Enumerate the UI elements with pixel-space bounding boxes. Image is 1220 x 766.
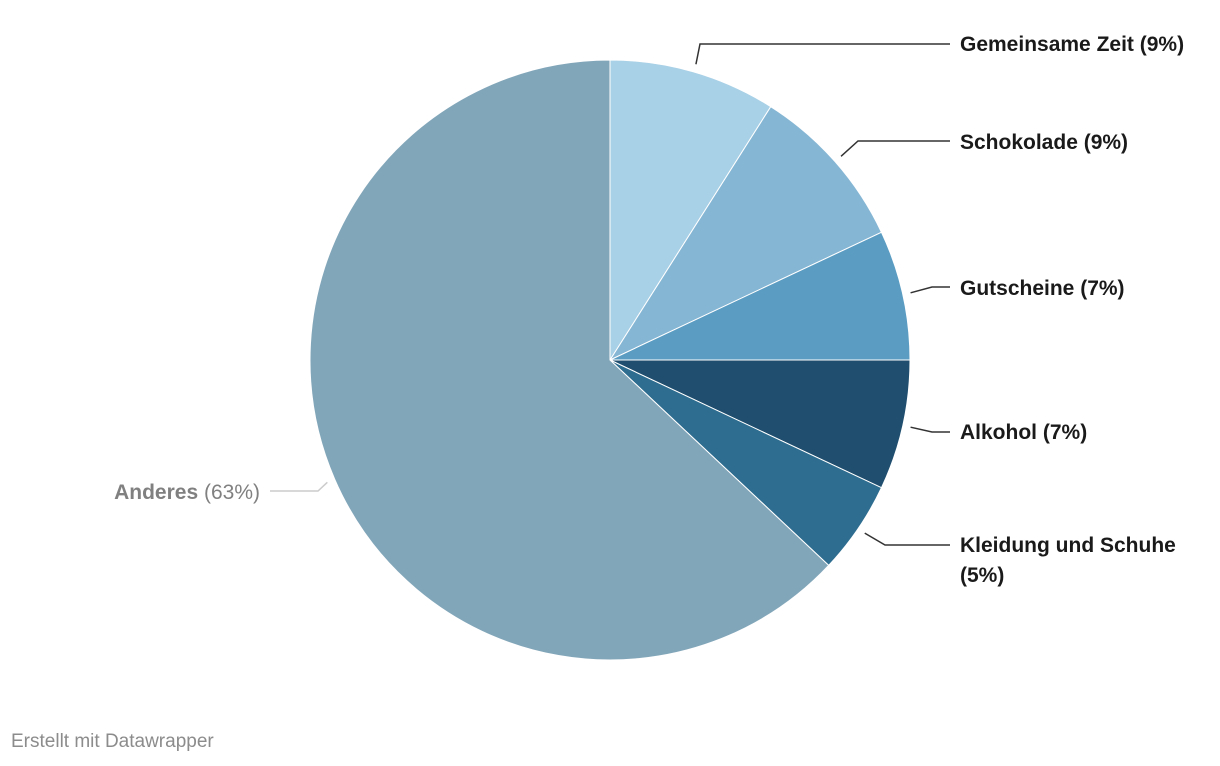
pie-slice-gemeinsame-zeit — [609, 59, 772, 362]
pie-slice-schokolade — [608, 106, 883, 362]
leader-line-schokolade — [840, 140, 950, 157]
slices-layer — [309, 59, 911, 661]
leader-line-gemeinsame-zeit — [695, 43, 950, 65]
leader-line-kleidung-und-schuhe — [864, 532, 950, 546]
pie-slice-alkohol — [609, 359, 911, 489]
leaders-layer — [270, 43, 950, 546]
leader-line-alkohol — [910, 426, 950, 433]
leader-line-gutscheine — [910, 286, 950, 294]
leader-line-anderes — [270, 481, 328, 492]
slice-label-gemeinsame-zeit: Gemeinsame Zeit (9%) — [960, 33, 1184, 56]
credit-text: Erstellt mit Datawrapper — [11, 731, 214, 752]
pie-slice-gutscheine — [609, 231, 911, 361]
slice-label-alkohol: Alkohol (7%) — [960, 421, 1087, 444]
labels-layer: Gemeinsame Zeit (9%) Schokolade (9%) Gutsc… — [114, 33, 1184, 587]
pie-slice-anderes — [309, 59, 830, 661]
slice-label-anderes: Anderes (63%) — [114, 481, 260, 504]
slice-label-kleidung-und-schuhe: Kleidung und Schuhe (5%) — [960, 534, 1176, 587]
slice-label-gutscheine: Gutscheine (7%) — [960, 277, 1125, 300]
slice-label-schokolade: Schokolade (9%) — [960, 131, 1128, 154]
